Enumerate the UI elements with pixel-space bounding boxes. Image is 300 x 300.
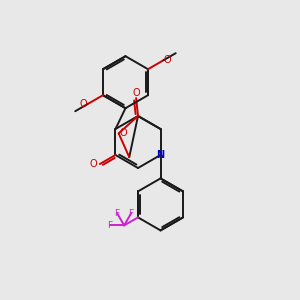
Text: O: O [80, 99, 87, 109]
Text: O: O [164, 55, 171, 65]
Text: O: O [89, 159, 97, 169]
Text: F: F [108, 221, 113, 230]
Text: O: O [132, 88, 140, 98]
Text: F: F [129, 209, 134, 218]
Text: N: N [157, 150, 165, 160]
Text: O: O [120, 128, 127, 138]
Text: F: F [115, 209, 120, 218]
